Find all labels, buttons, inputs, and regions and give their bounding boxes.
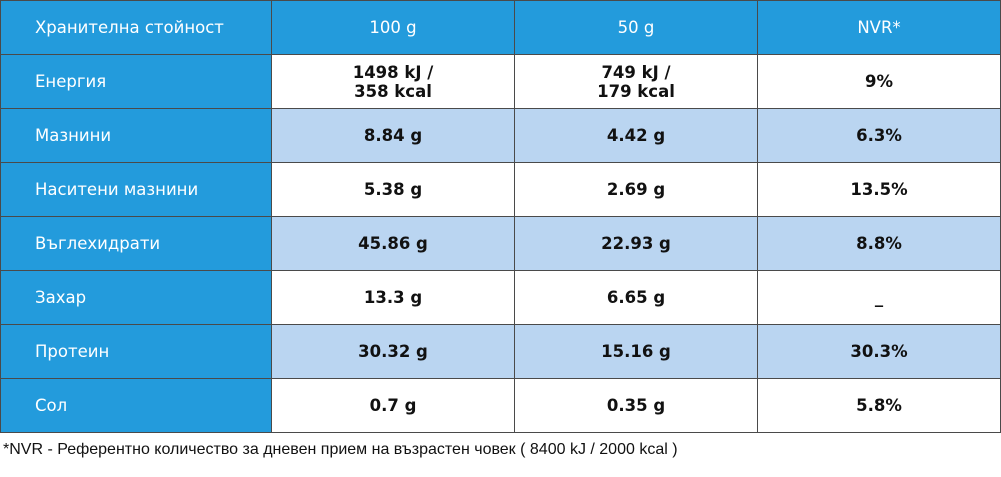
cell-nvr: 13.5% — [757, 162, 1001, 217]
header-row: Хранителна стойност 100 g 50 g NVR* — [0, 0, 1001, 55]
cell-per-50g: 22.93 g — [514, 216, 758, 271]
header-nutrition-value: Хранителна стойност — [0, 0, 272, 55]
cell-nvr: 8.8% — [757, 216, 1001, 271]
cell-per-50g: 15.16 g — [514, 324, 758, 379]
table-row-energy: Енергия 1498 kJ / 358 kcal 749 kJ / 179 … — [0, 54, 1001, 109]
table-row-carbohydrates: Въглехидрати 45.86 g 22.93 g 8.8% — [0, 216, 1001, 271]
header-per-100g: 100 g — [271, 0, 515, 55]
row-label: Наситени мазнини — [0, 162, 272, 217]
table-body: Енергия 1498 kJ / 358 kcal 749 kJ / 179 … — [0, 54, 1001, 433]
cell-per-100g: 45.86 g — [271, 216, 515, 271]
cell-nvr: 30.3% — [757, 324, 1001, 379]
cell-per-100g: 30.32 g — [271, 324, 515, 379]
cell-per-50g: 0.35 g — [514, 378, 758, 433]
cell-value: 1498 kJ / 358 kcal — [352, 62, 434, 101]
cell-nvr: 6.3% — [757, 108, 1001, 163]
header-per-50g: 50 g — [514, 0, 758, 55]
table-row-saturated-fat: Наситени мазнини 5.38 g 2.69 g 13.5% — [0, 162, 1001, 217]
cell-nvr: _ — [757, 270, 1001, 325]
cell-value: 749 kJ / 179 kcal — [597, 62, 675, 101]
row-label: Мазнини — [0, 108, 272, 163]
row-label: Захар — [0, 270, 272, 325]
row-label: Енергия — [0, 54, 272, 109]
cell-nvr: 9% — [757, 54, 1001, 109]
nutrition-table: Хранителна стойност 100 g 50 g NVR* Енер… — [0, 0, 1001, 433]
cell-per-100g: 13.3 g — [271, 270, 515, 325]
row-label: Сол — [0, 378, 272, 433]
cell-per-100g: 0.7 g — [271, 378, 515, 433]
table-row-salt: Сол 0.7 g 0.35 g 5.8% — [0, 378, 1001, 433]
cell-per-50g: 4.42 g — [514, 108, 758, 163]
cell-per-50g: 6.65 g — [514, 270, 758, 325]
table-header: Хранителна стойност 100 g 50 g NVR* — [0, 0, 1001, 55]
row-label: Въглехидрати — [0, 216, 272, 271]
table-row-protein: Протеин 30.32 g 15.16 g 30.3% — [0, 324, 1001, 379]
cell-per-100g: 8.84 g — [271, 108, 515, 163]
cell-nvr: 5.8% — [757, 378, 1001, 433]
row-label: Протеин — [0, 324, 272, 379]
footnote: *NVR - Референтно количество за дневен п… — [3, 441, 678, 458]
cell-per-100g: 5.38 g — [271, 162, 515, 217]
cell-per-100g: 1498 kJ / 358 kcal — [271, 54, 515, 109]
table-row-fat: Мазнини 8.84 g 4.42 g 6.3% — [0, 108, 1001, 163]
cell-per-50g: 2.69 g — [514, 162, 758, 217]
table-row-sugar: Захар 13.3 g 6.65 g _ — [0, 270, 1001, 325]
header-nvr: NVR* — [757, 0, 1001, 55]
cell-per-50g: 749 kJ / 179 kcal — [514, 54, 758, 109]
